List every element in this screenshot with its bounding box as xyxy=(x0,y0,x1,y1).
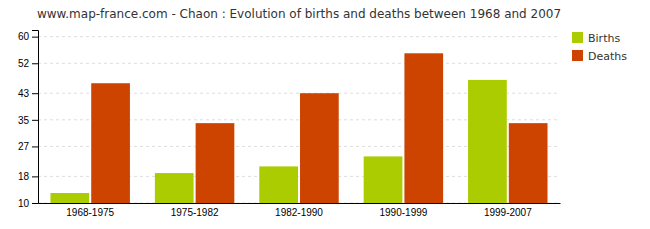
tick: 1999-2007 xyxy=(484,203,532,218)
tick-label: 52 xyxy=(18,58,30,69)
bar xyxy=(300,93,339,203)
bar xyxy=(50,193,89,203)
tick: 10 xyxy=(18,198,38,209)
y-axis: 10 18 27 35 43 52 60 xyxy=(18,31,39,209)
grid-line xyxy=(38,36,560,37)
bar xyxy=(196,123,235,203)
tick-label: 35 xyxy=(18,115,30,126)
tick-mark xyxy=(32,37,38,38)
tick: 35 xyxy=(18,115,38,126)
bar xyxy=(468,80,507,203)
bar xyxy=(509,123,548,203)
tick-label: 1982-1990 xyxy=(275,207,323,218)
tick: 1968-1975 xyxy=(66,203,114,218)
bar xyxy=(259,166,298,203)
grid-line xyxy=(38,63,560,64)
legend: Births Deaths xyxy=(572,32,627,63)
axis-line xyxy=(39,203,561,204)
tick-label: 43 xyxy=(18,88,30,99)
tick: 18 xyxy=(18,171,38,182)
plot: 10 18 27 35 43 52 60 1968-1975 1975-1982 1982-199… xyxy=(18,31,561,219)
legend-label: Deaths xyxy=(588,50,627,63)
bar xyxy=(404,53,443,203)
tick-mark xyxy=(32,63,38,64)
bars xyxy=(50,53,547,203)
tick-label: 10 xyxy=(18,198,30,209)
bar xyxy=(364,156,403,203)
tick: 1975-1982 xyxy=(171,203,219,218)
tick-label: 1975-1982 xyxy=(171,207,219,218)
tick: 52 xyxy=(18,58,38,69)
x-axis: 1968-1975 1975-1982 1982-1990 1990-1999 1999… xyxy=(39,203,561,218)
bar xyxy=(91,83,130,203)
tick: 1982-1990 xyxy=(275,203,323,218)
title: www.map-france.com - Chaon : Evolution o… xyxy=(37,7,561,21)
tick-mark xyxy=(32,93,38,94)
tick-label: 18 xyxy=(18,171,30,182)
tick-label: 1999-2007 xyxy=(484,207,532,218)
tick: 27 xyxy=(18,141,38,152)
tick-mark xyxy=(32,146,38,147)
tick-label: 1968-1975 xyxy=(66,207,114,218)
bar-series xyxy=(91,53,547,203)
bar xyxy=(155,173,194,203)
tick-label: 60 xyxy=(18,31,30,42)
tick-mark xyxy=(32,120,38,121)
tick-label: 1990-1999 xyxy=(379,207,427,218)
chart: 10 18 27 35 43 52 60 1968-1975 1975-1982 1982-199… xyxy=(0,0,650,229)
tick-label: 27 xyxy=(18,141,30,152)
legend-label: Births xyxy=(588,32,620,45)
tick: 60 xyxy=(18,31,38,42)
legend-item: Births xyxy=(572,32,620,45)
grid xyxy=(38,37,560,203)
tick-mark xyxy=(32,203,38,204)
axis-line xyxy=(32,31,39,204)
legend-item: Deaths xyxy=(572,50,627,63)
tick: 43 xyxy=(18,88,38,99)
legend-swatch xyxy=(572,50,583,61)
tick: 1990-1999 xyxy=(379,203,427,218)
legend-swatch xyxy=(572,32,583,43)
tick-mark xyxy=(32,176,38,177)
